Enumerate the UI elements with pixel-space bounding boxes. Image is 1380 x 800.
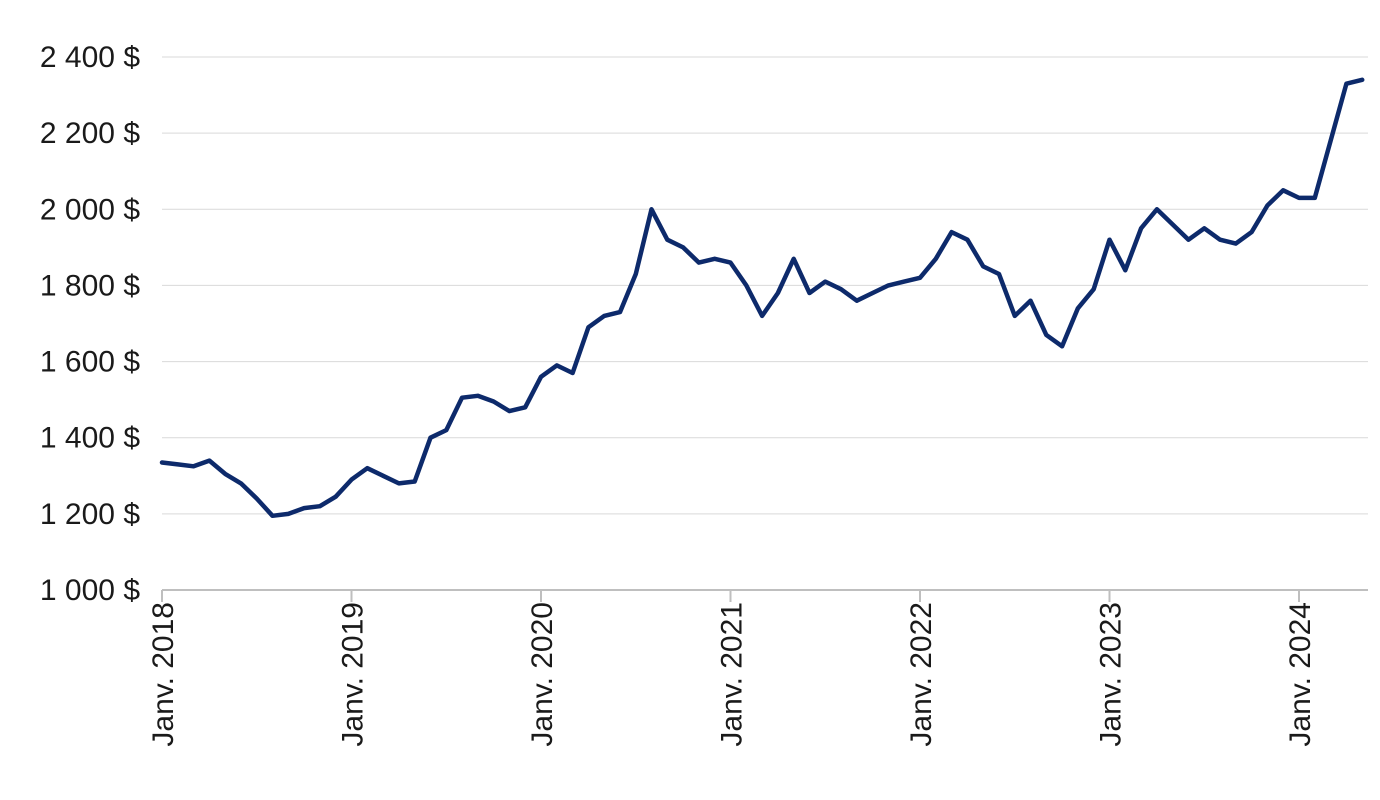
x-tick-label: Janv. 2019 (337, 602, 370, 747)
x-tick-label: Janv. 2022 (905, 602, 938, 747)
x-tick-label: Janv. 2023 (1095, 602, 1128, 747)
y-tick-label: 1 000 $ (40, 574, 140, 607)
y-tick-label: 2 200 $ (40, 117, 140, 150)
y-tick-label: 1 800 $ (40, 269, 140, 302)
x-tick-label: Janv. 2018 (147, 602, 180, 747)
gridlines (162, 56, 1368, 515)
x-tick-label: Janv. 2024 (1284, 602, 1317, 747)
y-tick-label: 1 600 $ (40, 346, 140, 379)
y-tick-label: 2 400 $ (40, 41, 140, 74)
series-lines (159, 77, 1365, 519)
x-tick-label: Janv. 2021 (716, 602, 749, 747)
series-line (159, 77, 1365, 519)
y-axis-tick-labels: 1 000 $ 1 200 $ 1 400 $ 1 600 $ 1 800 $ 2 000… (40, 41, 140, 607)
x-axis-ticks: Janv. 2018 Janv. 2019 Janv. 2020 Janv. 2021… (147, 590, 1317, 747)
y-tick-label: 1 200 $ (40, 498, 140, 531)
y-tick-label: 2 000 $ (40, 193, 140, 226)
y-tick-label: 1 400 $ (40, 422, 140, 455)
x-tick-label: Janv. 2020 (526, 602, 559, 747)
